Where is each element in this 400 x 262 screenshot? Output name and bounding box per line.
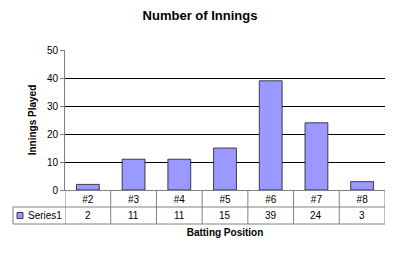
svg-text:Series1: Series1 [28,210,62,221]
svg-text:Innings Played: Innings Played [27,85,38,156]
svg-text:20: 20 [47,129,59,140]
svg-text:#4: #4 [174,194,186,205]
svg-text:#8: #8 [357,194,369,205]
svg-text:11: 11 [174,210,185,221]
svg-text:0: 0 [52,185,58,196]
svg-text:15: 15 [219,210,231,221]
svg-text:24: 24 [310,210,322,221]
svg-text:#2: #2 [82,194,94,205]
svg-text:Batting Position: Batting Position [187,227,264,238]
svg-text:39: 39 [265,210,277,221]
svg-text:#7: #7 [311,194,323,205]
svg-text:#6: #6 [265,194,277,205]
svg-text:#5: #5 [219,194,231,205]
svg-text:#3: #3 [128,194,140,205]
svg-text:11: 11 [128,210,139,221]
svg-text:3: 3 [359,210,365,221]
svg-text:30: 30 [47,101,59,112]
svg-text:40: 40 [47,73,59,84]
svg-text:2: 2 [85,210,91,221]
svg-text:Number of Innings: Number of Innings [143,8,258,23]
svg-text:10: 10 [47,157,59,168]
svg-text:50: 50 [47,45,59,56]
